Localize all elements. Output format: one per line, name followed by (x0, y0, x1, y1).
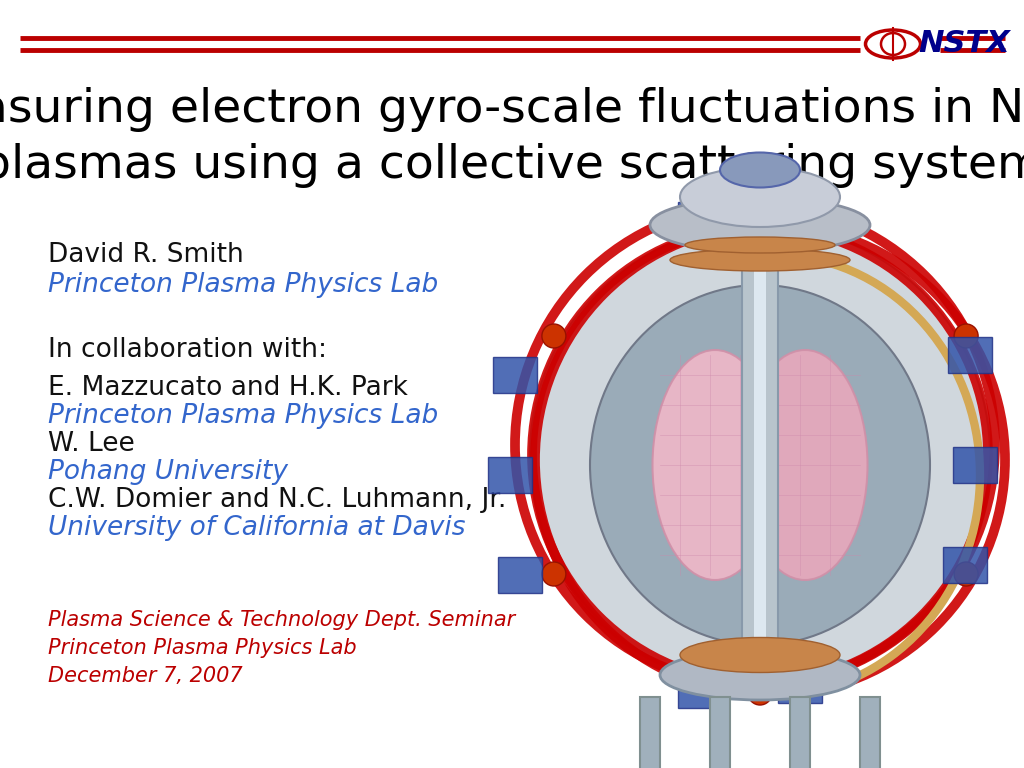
Circle shape (954, 324, 978, 348)
Bar (754, 260, 766, 650)
Text: Princeton Plasma Physics Lab: Princeton Plasma Physics Lab (48, 272, 438, 298)
Text: NSTX: NSTX (918, 29, 1010, 58)
Ellipse shape (720, 153, 800, 187)
Ellipse shape (670, 249, 850, 271)
Ellipse shape (685, 237, 835, 253)
Bar (778, 207, 822, 243)
Bar (943, 547, 987, 583)
Bar (498, 557, 542, 593)
Text: Measuring electron gyro-scale fluctuations in NSTX: Measuring electron gyro-scale fluctuatio… (0, 88, 1024, 133)
Text: Pohang University: Pohang University (48, 459, 288, 485)
Circle shape (748, 681, 772, 705)
Bar (953, 447, 997, 483)
Text: plasmas using a collective scattering system: plasmas using a collective scattering sy… (0, 143, 1024, 187)
Bar (778, 667, 822, 703)
Bar (790, 697, 810, 768)
Ellipse shape (742, 350, 867, 580)
Bar (710, 697, 730, 768)
Text: C.W. Domier and N.C. Luhmann, Jr.: C.W. Domier and N.C. Luhmann, Jr. (48, 487, 507, 513)
Circle shape (542, 324, 566, 348)
Bar (488, 457, 532, 493)
Text: Princeton Plasma Physics Lab: Princeton Plasma Physics Lab (48, 638, 356, 658)
Text: Princeton Plasma Physics Lab: Princeton Plasma Physics Lab (48, 403, 438, 429)
Bar (860, 697, 880, 768)
Bar (678, 672, 722, 708)
Ellipse shape (680, 167, 840, 227)
Bar (678, 202, 722, 238)
Circle shape (530, 225, 990, 685)
Ellipse shape (881, 33, 905, 55)
Circle shape (542, 562, 566, 586)
Ellipse shape (652, 350, 777, 580)
Circle shape (954, 562, 978, 586)
Text: In collaboration with:: In collaboration with: (48, 337, 327, 363)
Bar (640, 697, 660, 768)
Text: University of California at Davis: University of California at Davis (48, 515, 466, 541)
Text: E. Mazzucato and H.K. Park: E. Mazzucato and H.K. Park (48, 375, 408, 401)
Circle shape (748, 205, 772, 229)
Bar (948, 337, 992, 373)
Ellipse shape (660, 650, 860, 700)
Text: December 7, 2007: December 7, 2007 (48, 666, 243, 686)
Ellipse shape (590, 285, 930, 645)
Bar (493, 357, 537, 393)
Text: W. Lee: W. Lee (48, 431, 135, 457)
Ellipse shape (865, 30, 921, 58)
Ellipse shape (650, 197, 870, 253)
Ellipse shape (680, 637, 840, 673)
Text: Plasma Science & Technology Dept. Seminar: Plasma Science & Technology Dept. Semina… (48, 610, 515, 630)
Bar (742, 260, 778, 650)
Text: David R. Smith: David R. Smith (48, 242, 244, 268)
